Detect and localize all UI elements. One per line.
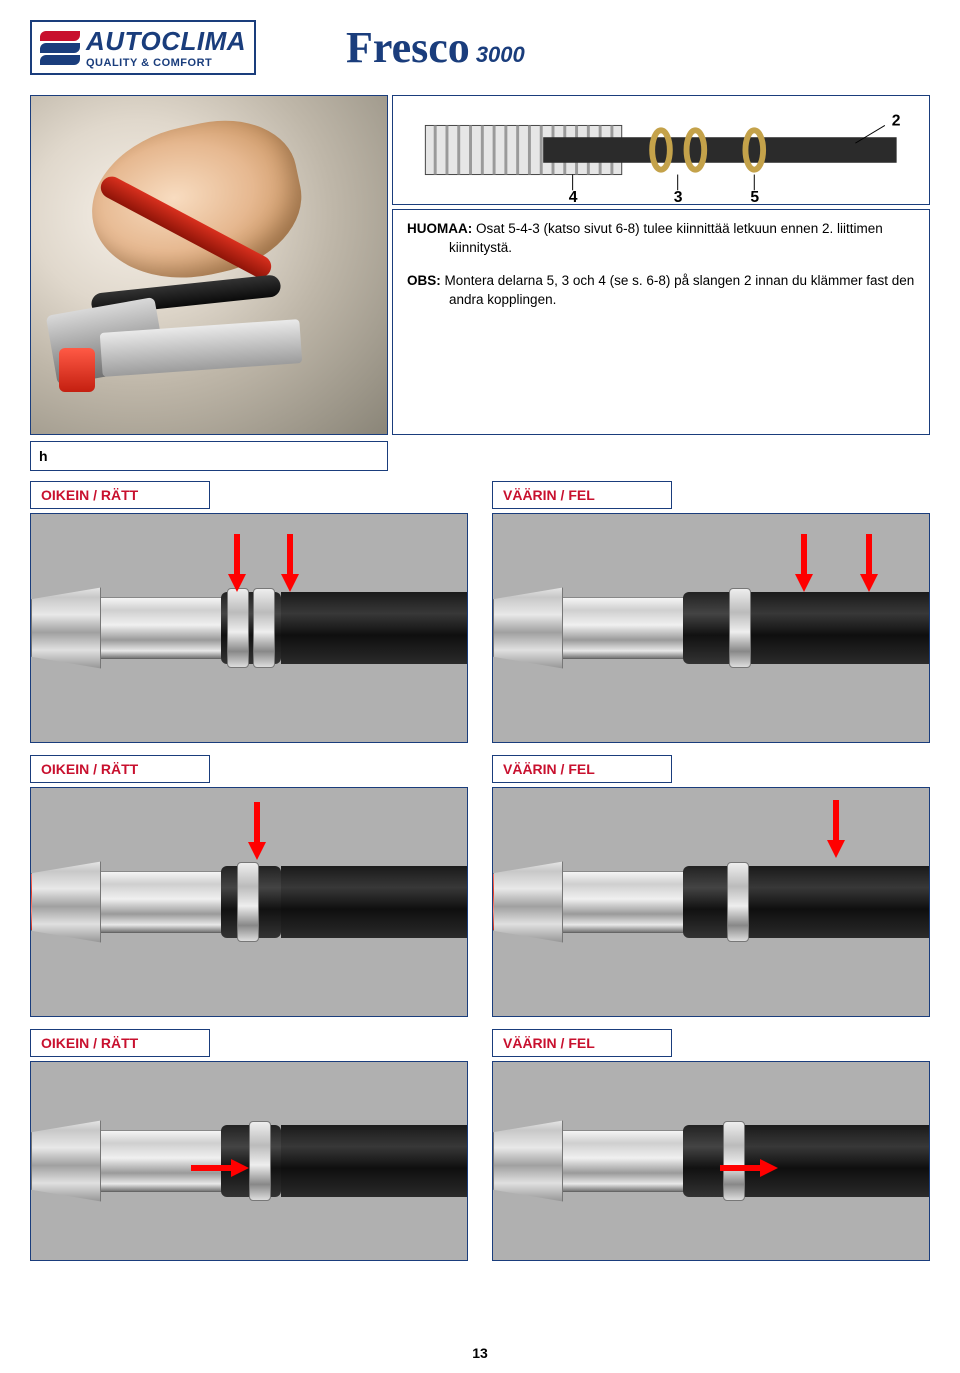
wrong-photo [492, 787, 930, 1017]
autoclima-logo: AUTOCLIMA QUALITY & COMFORT [30, 20, 256, 75]
callout-5: 5 [750, 189, 759, 204]
top-row: 2 4 3 5 HUOMAA: Osat 5-4-3 (katso sivut … [30, 95, 930, 435]
wrong-tag: VÄÄRIN / FEL [492, 481, 672, 509]
product-brand: Fresco 3000 [346, 22, 525, 73]
compare-correct-col: OIKEIN / RÄTT [30, 481, 468, 743]
compare-wrong-col: VÄÄRIN / FEL [492, 481, 930, 743]
page-number: 13 [472, 1345, 488, 1361]
correct-photo [30, 1061, 468, 1261]
correct-tag: OIKEIN / RÄTT [30, 755, 210, 783]
wrong-photo [492, 513, 930, 743]
callout-2: 2 [892, 112, 901, 129]
compare-row: OIKEIN / RÄTT VÄÄRIN / FEL [30, 755, 930, 1017]
correct-tag: OIKEIN / RÄTT [30, 1029, 210, 1057]
wrong-tag: VÄÄRIN / FEL [492, 1029, 672, 1057]
compare-row: OIKEIN / RÄTT VÄÄRIN / FEL [30, 481, 930, 743]
compare-correct-col: OIKEIN / RÄTT [30, 755, 468, 1017]
compare-correct-col: OIKEIN / RÄTT [30, 1029, 468, 1261]
note-fi-text2: kiinnitystä. [407, 240, 512, 255]
note-sv-text2: andra kopplingen. [407, 292, 556, 307]
compare-wrong-col: VÄÄRIN / FEL [492, 755, 930, 1017]
note-fi-text: Osat 5-4-3 (katso sivut 6-8) tulee kiinn… [476, 221, 883, 236]
correct-photo [30, 787, 468, 1017]
callout-3: 3 [674, 189, 683, 204]
note-fi-label: HUOMAA: [407, 221, 472, 236]
wrong-photo [492, 1061, 930, 1261]
page-header: AUTOCLIMA QUALITY & COMFORT Fresco 3000 [30, 20, 930, 75]
compare-wrong-col: VÄÄRIN / FEL [492, 1029, 930, 1261]
compare-row: OIKEIN / RÄTT VÄÄRIN / FEL [30, 1029, 930, 1261]
h-label: h [30, 441, 388, 471]
notes-box: HUOMAA: Osat 5-4-3 (katso sivut 6-8) tul… [392, 209, 930, 435]
callout-4: 4 [569, 189, 578, 204]
logo-main-text: AUTOCLIMA [86, 26, 246, 57]
logo-waves-icon [40, 31, 80, 65]
brand-model-number: 3000 [476, 42, 525, 68]
hose-diagram-svg: 2 4 3 5 [393, 96, 929, 204]
logo-sub-text: QUALITY & COMFORT [86, 57, 246, 69]
note-sv-label: OBS: [407, 273, 441, 288]
brand-script-text: Fresco [346, 22, 470, 73]
wrong-tag: VÄÄRIN / FEL [492, 755, 672, 783]
pliers-photo [30, 95, 388, 435]
note-sv-text: Montera delarna 5, 3 och 4 (se s. 6-8) p… [445, 273, 915, 288]
hose-diagram: 2 4 3 5 [392, 95, 930, 205]
comparison-container: OIKEIN / RÄTT VÄÄRIN / FEL [30, 481, 930, 1261]
correct-photo [30, 513, 468, 743]
correct-tag: OIKEIN / RÄTT [30, 481, 210, 509]
